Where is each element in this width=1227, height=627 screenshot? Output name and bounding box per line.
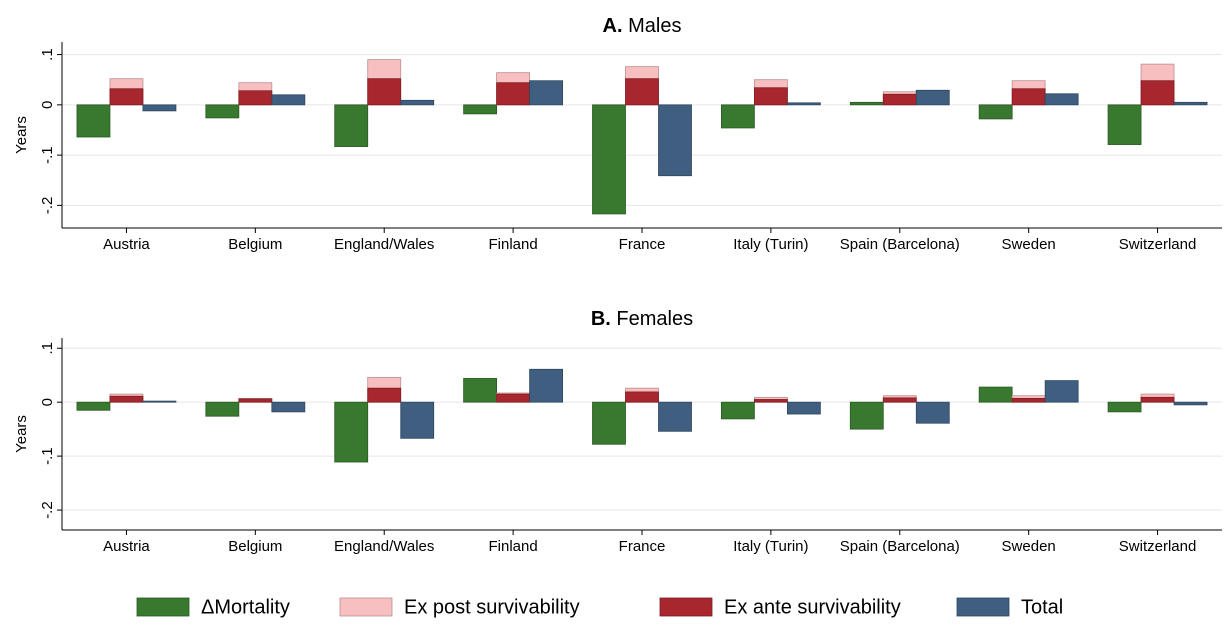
bar (76, 104, 111, 138)
bar (109, 88, 144, 106)
bar (1107, 104, 1142, 145)
x-tick-label: Belgium (228, 236, 282, 253)
x-tick-label: Spain (Barcelona) (840, 538, 960, 555)
legend-label: Total (1021, 596, 1063, 618)
y-tick-label: -.2 (39, 197, 56, 215)
bar (463, 378, 498, 403)
legend-label: Ex ante survivability (724, 596, 901, 618)
bar (592, 104, 626, 215)
x-tick-label: Italy (Turin) (733, 538, 808, 555)
x-tick-label: France (619, 538, 666, 555)
x-tick-label: Austria (103, 538, 150, 555)
bar (367, 78, 402, 106)
x-tick-label: Switzerland (1119, 236, 1197, 253)
bar (529, 80, 564, 106)
bar (463, 104, 498, 115)
y-tick-label: 0 (39, 101, 56, 109)
x-tick-label: Finland (489, 236, 538, 253)
y-tick-label: -.2 (39, 501, 56, 519)
bar (915, 401, 950, 424)
bar (529, 368, 564, 403)
bar (1044, 93, 1079, 106)
y-axis-title: Years (13, 415, 30, 453)
bar (720, 401, 755, 420)
y-tick-label: .1 (39, 48, 56, 61)
panel-title: Females (616, 308, 693, 330)
chart-title: B. Females (591, 308, 693, 330)
legend-swatch (956, 597, 1010, 617)
legend-swatch (136, 597, 190, 617)
bar (1140, 396, 1175, 403)
bar (142, 400, 177, 403)
bar (205, 104, 240, 119)
bar (367, 387, 402, 403)
legend-label: ΔMortality (201, 596, 290, 618)
x-tick-label: Switzerland (1119, 538, 1197, 555)
bar (658, 104, 692, 177)
bar (786, 401, 821, 415)
bar (753, 87, 788, 106)
bar (882, 93, 917, 106)
panel-label: B. (591, 308, 611, 330)
bar (238, 398, 273, 403)
panel-title: Males (628, 15, 681, 37)
x-tick-label: Belgium (228, 538, 282, 555)
bar (753, 399, 788, 403)
bar (334, 401, 369, 463)
bar (334, 104, 369, 147)
legend-swatch (339, 597, 393, 617)
bar (625, 391, 659, 403)
bar (142, 104, 177, 112)
legend-swatch (659, 597, 713, 617)
bar (109, 395, 144, 403)
x-tick-label: England/Wales (334, 236, 434, 253)
bar (1173, 101, 1208, 106)
chart-title: A. Males (603, 15, 682, 37)
bar (400, 99, 435, 106)
panel-label: A. (603, 15, 623, 37)
bar (271, 94, 306, 106)
x-tick-label: Sweden (1002, 236, 1056, 253)
bar (625, 78, 659, 106)
bar (271, 401, 306, 413)
bar (400, 401, 435, 439)
bar (592, 401, 626, 445)
x-tick-label: England/Wales (334, 538, 434, 555)
bar (1173, 401, 1208, 406)
bar (915, 89, 950, 106)
x-tick-label: Italy (Turin) (733, 236, 808, 253)
y-tick-label: -.1 (39, 447, 56, 465)
y-tick-label: -.1 (39, 146, 56, 164)
x-tick-label: Spain (Barcelona) (840, 236, 960, 253)
bar (238, 90, 273, 106)
bar (496, 393, 531, 403)
bar (1140, 80, 1175, 106)
bar (496, 82, 531, 106)
bar (76, 401, 111, 411)
bar (1011, 88, 1046, 106)
y-tick-label: 0 (39, 398, 56, 406)
bar (1011, 398, 1046, 403)
bar (1044, 380, 1079, 403)
bar (978, 386, 1013, 403)
bar (978, 104, 1013, 120)
bar (849, 101, 884, 106)
y-tick-label: .1 (39, 342, 56, 355)
x-tick-label: France (619, 236, 666, 253)
x-tick-label: Austria (103, 236, 150, 253)
bar (720, 104, 755, 129)
y-axis-title: Years (13, 116, 30, 154)
bar (849, 401, 884, 430)
bar (882, 397, 917, 403)
legend-label: Ex post survivability (404, 596, 580, 618)
bar (205, 401, 240, 417)
bar (1107, 401, 1142, 413)
x-tick-label: Finland (489, 538, 538, 555)
bar (658, 401, 692, 432)
x-tick-label: Sweden (1002, 538, 1056, 555)
bar (786, 102, 821, 106)
